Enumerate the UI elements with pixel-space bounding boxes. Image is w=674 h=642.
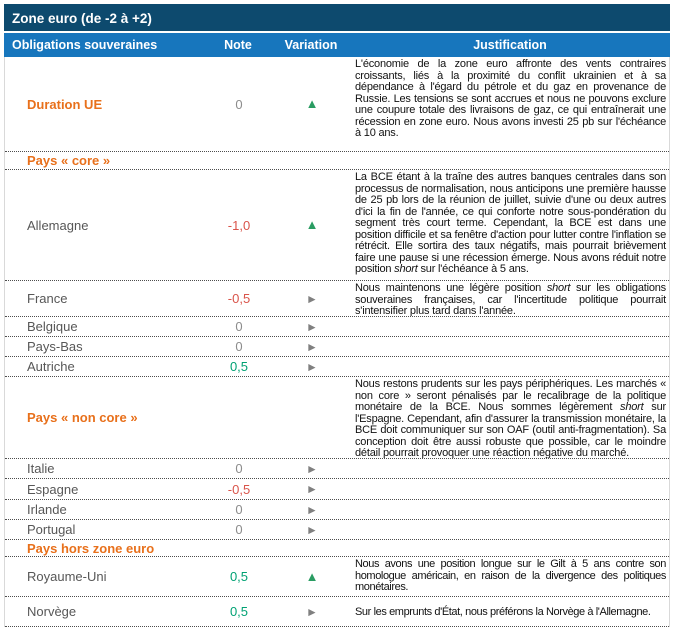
table-row-duration-ue: Duration UE 0 ▲ L'économie de la zone eu…	[5, 57, 669, 152]
note-value: -0,5	[227, 481, 251, 497]
column-header-justification: Justification	[473, 38, 547, 52]
column-header-variation: Variation	[284, 38, 338, 52]
note-value: 0,5	[229, 359, 249, 374]
variation-cell: ►	[273, 521, 351, 539]
table-row-espagne: Espagne -0,5 ►	[5, 479, 669, 500]
justification-text: Nous maintenons une légère position shor…	[355, 282, 666, 316]
table-row-royaume-uni: Royaume-Uni 0,5 ▲ Nous avons une positio…	[5, 557, 669, 597]
justification-text	[351, 500, 669, 519]
row-label: Norvège	[27, 604, 77, 619]
row-label: Belgique	[27, 319, 78, 334]
row-label: Irlande	[27, 502, 67, 517]
row-label: Portugal	[27, 522, 76, 537]
row-label: Duration UE	[27, 96, 103, 112]
row-label: Allemagne	[27, 217, 89, 233]
section-label: Pays hors zone euro	[27, 540, 155, 556]
table-row-belgique: Belgique 0 ►	[5, 317, 669, 337]
table-body: Duration UE 0 ▲ L'économie de la zone eu…	[4, 57, 670, 627]
note-value: 0	[235, 461, 243, 476]
up-triangle-icon: ▲	[305, 96, 319, 111]
note-value: 0,5	[229, 569, 249, 584]
variation-cell: ►	[273, 318, 351, 336]
right-triangle-icon: ►	[306, 522, 318, 537]
variation-cell: ►	[273, 501, 351, 519]
section-label: Pays « core »	[27, 153, 111, 168]
note-value: 0,5	[229, 604, 249, 619]
right-triangle-icon: ►	[306, 291, 318, 306]
justification-text: La BCE étant à la traîne des autres banq…	[355, 171, 666, 275]
right-triangle-icon: ►	[306, 502, 318, 517]
section-label: Pays « non core »	[27, 410, 138, 425]
section-row-pays-core: Pays « core »	[5, 152, 669, 170]
justification-text	[351, 520, 669, 539]
justification-text: Nous avons une position longue sur le Gi…	[355, 558, 666, 593]
right-triangle-icon: ►	[306, 319, 318, 334]
variation-cell: ►	[273, 290, 351, 308]
column-header-assets: Obligations souveraines	[12, 38, 158, 52]
variation-cell: ►	[273, 480, 351, 498]
justification-text: Sur les emprunts d'État, nous préférons …	[355, 605, 651, 618]
ratings-table: Zone euro (de -2 à +2) Obligations souve…	[4, 4, 670, 627]
up-triangle-icon: ▲	[305, 217, 319, 232]
row-label: Pays-Bas	[27, 339, 83, 354]
row-label: Italie	[27, 461, 55, 476]
row-label: Autriche	[27, 359, 75, 374]
table-row-norvege: Norvège 0,5 ► Sur les emprunts d'État, n…	[5, 597, 669, 627]
note-value: 0	[235, 339, 243, 354]
right-triangle-icon: ►	[306, 461, 318, 476]
note-value: 0	[235, 319, 243, 334]
row-label: France	[27, 291, 68, 306]
note-value: 0	[235, 96, 243, 112]
row-label: Espagne	[27, 481, 79, 497]
justification-text	[351, 357, 669, 376]
variation-cell: ►	[273, 603, 351, 621]
justification-text: L'économie de la zone euro affronte des …	[355, 58, 666, 139]
justification-text	[351, 337, 669, 356]
section-row-pays-non-core: Pays « non core » Nous restons prudents …	[5, 377, 669, 459]
right-triangle-icon: ►	[306, 604, 318, 619]
variation-cell: ▲	[273, 568, 351, 586]
justification-text	[351, 317, 669, 336]
table-row-pays-bas: Pays-Bas 0 ►	[5, 337, 669, 357]
right-triangle-icon: ►	[306, 482, 318, 496]
up-triangle-icon: ▲	[305, 568, 319, 584]
note-value: -0,5	[227, 291, 251, 306]
note-value: 0	[235, 522, 243, 537]
table-row-allemagne: Allemagne -1,0 ▲ La BCE étant à la traîn…	[5, 170, 669, 281]
column-header-row: Obligations souveraines Note Variation J…	[4, 33, 670, 57]
variation-cell: ►	[273, 338, 351, 356]
section-row-pays-hors-zone-euro: Pays hors zone euro	[5, 540, 669, 557]
variation-cell: ►	[273, 460, 351, 478]
justification-text	[351, 479, 669, 499]
table-row-france: France -0,5 ► Nous maintenons une légère…	[5, 281, 669, 317]
note-value: -1,0	[227, 217, 251, 233]
table-row-autriche: Autriche 0,5 ►	[5, 357, 669, 377]
column-header-note: Note	[224, 38, 252, 52]
table-title: Zone euro (de -2 à +2)	[4, 4, 670, 33]
justification-text	[351, 459, 669, 478]
right-triangle-icon: ►	[306, 339, 318, 354]
variation-cell: ►	[273, 358, 351, 376]
justification-text: Nous restons prudents sur les pays périp…	[355, 378, 666, 458]
table-row-italie: Italie 0 ►	[5, 459, 669, 479]
table-row-irlande: Irlande 0 ►	[5, 500, 669, 520]
right-triangle-icon: ►	[306, 359, 318, 374]
variation-cell: ▲	[273, 216, 351, 234]
variation-cell: ▲	[273, 95, 351, 113]
table-row-portugal: Portugal 0 ►	[5, 520, 669, 540]
note-value: 0	[235, 502, 243, 517]
row-label: Royaume-Uni	[27, 569, 107, 584]
